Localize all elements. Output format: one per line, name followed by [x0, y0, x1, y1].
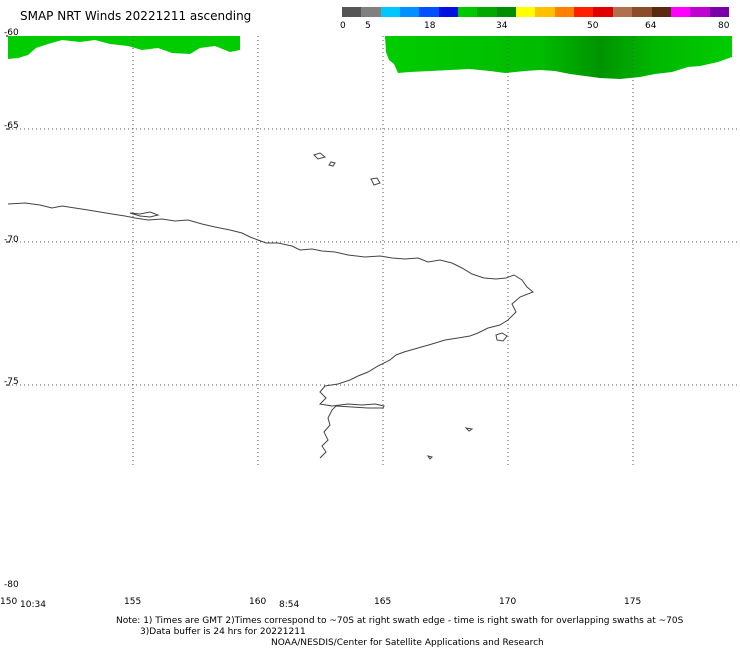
- colorbar-segment: [612, 7, 633, 17]
- colorbar-segment: [496, 7, 517, 17]
- colorbar-segment: [690, 7, 710, 17]
- wind-speed-colorbar: [342, 7, 729, 17]
- colorbar-segment: [593, 7, 613, 17]
- latitude-label: -80: [4, 580, 19, 590]
- swath-time: 10:34: [20, 600, 46, 610]
- colorbar-segment: [419, 7, 439, 17]
- latitude-gridlines: [8, 128, 740, 386]
- note-line: 3)Data buffer is 24 hrs for 20221211: [140, 627, 306, 637]
- colorbar-segment: [400, 7, 420, 17]
- colorbar-label: 18: [424, 21, 436, 31]
- longitude-label: 175: [624, 597, 642, 607]
- colorbar-label: 34: [496, 21, 508, 31]
- credit-line: NOAA/NESDIS/Center for Satellite Applica…: [271, 638, 544, 648]
- colorbar-segment: [670, 7, 691, 17]
- longitude-label: 160: [249, 597, 267, 607]
- note-line: Note: 1) Times are GMT 2)Times correspon…: [116, 616, 684, 626]
- colorbar-label: 5: [365, 21, 371, 31]
- latitude-label: -75: [4, 377, 19, 387]
- longitude-label: 165: [374, 597, 392, 607]
- colorbar-label: 64: [645, 21, 657, 31]
- longitude-gridlines: [132, 36, 634, 465]
- colorbar-segment: [438, 7, 459, 17]
- colorbar-segment: [458, 7, 478, 17]
- coastline: [7, 152, 534, 460]
- latitude-label: -60: [4, 28, 19, 38]
- colorbar-label: 0: [340, 21, 346, 31]
- longitude-label: 155: [124, 597, 142, 607]
- colorbar-segment: [535, 7, 555, 17]
- colorbar-segment: [574, 7, 594, 17]
- longitude-label: 170: [499, 597, 517, 607]
- latitude-label: -70: [4, 235, 19, 245]
- colorbar-segment: [516, 7, 536, 17]
- colorbar-segment: [709, 7, 729, 17]
- map-title: SMAP NRT Winds 20221211 ascending: [20, 9, 252, 23]
- colorbar-segment: [632, 7, 652, 17]
- colorbar-segment: [477, 7, 497, 17]
- colorbar-label: 80: [718, 21, 730, 31]
- swath-time: 8:54: [279, 600, 300, 610]
- colorbar-label: 50: [587, 21, 599, 31]
- colorbar-segment: [380, 7, 401, 17]
- latitude-label: -65: [4, 121, 19, 131]
- colorbar-segment: [342, 7, 362, 17]
- wind-swath-right: [385, 36, 732, 79]
- wind-swath-left: [8, 36, 240, 59]
- colorbar-segment: [361, 7, 381, 17]
- longitude-label: 150: [0, 597, 18, 607]
- colorbar-segment: [651, 7, 671, 17]
- colorbar-segment: [554, 7, 575, 17]
